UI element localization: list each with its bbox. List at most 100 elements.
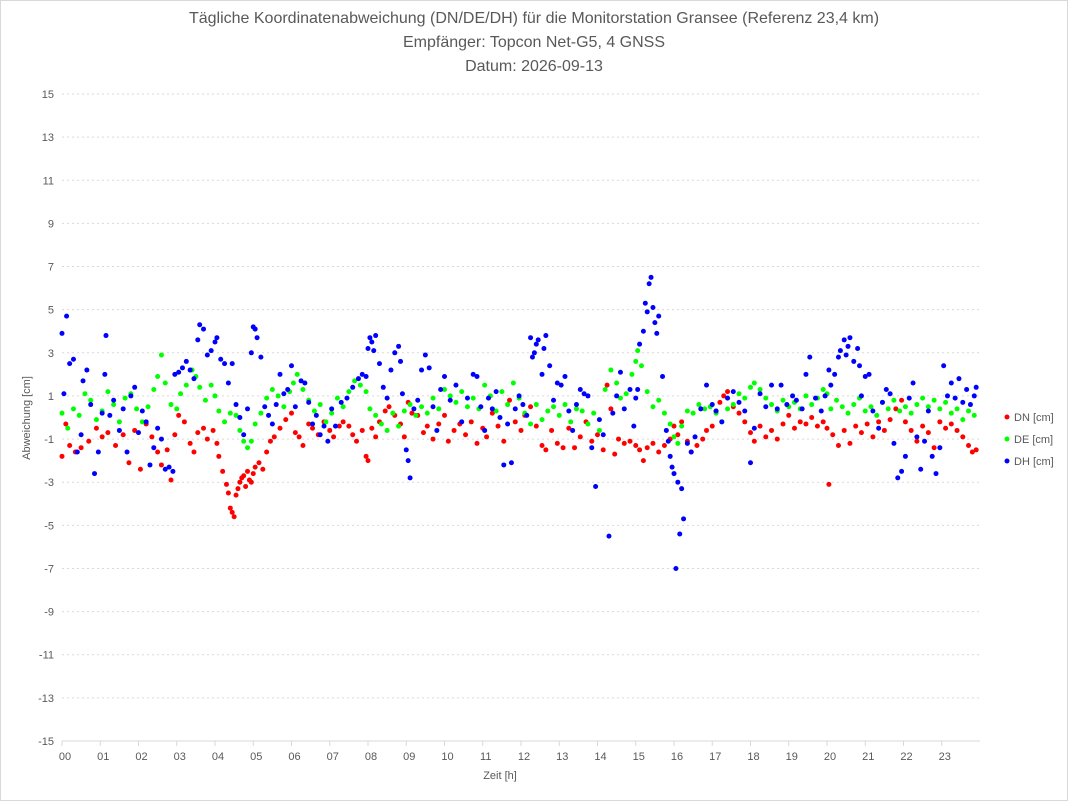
dh-point — [570, 427, 576, 433]
dh-point — [669, 464, 675, 470]
dh-point — [558, 382, 564, 388]
dh-point — [332, 423, 338, 429]
dn-point — [296, 434, 302, 440]
dh-point — [617, 369, 623, 375]
dh-point — [847, 335, 853, 341]
dh-point — [111, 397, 117, 403]
de-point — [897, 408, 903, 414]
dn-point — [289, 410, 294, 416]
de-point — [585, 421, 591, 427]
de-point — [690, 410, 696, 416]
de-point — [105, 389, 111, 395]
dh-point — [365, 345, 371, 351]
dh-point — [828, 382, 834, 388]
de-point — [725, 406, 731, 412]
x-tick-label: 07 — [327, 751, 339, 763]
de-point — [122, 395, 128, 401]
x-tick-label: 10 — [441, 751, 453, 763]
dn-point — [858, 430, 864, 436]
x-tick-label: 02 — [135, 751, 147, 763]
de-point — [931, 397, 937, 403]
dh-point — [95, 449, 101, 455]
de-point — [908, 410, 914, 416]
de-point — [623, 391, 629, 397]
dh-point — [273, 402, 279, 408]
dn-point — [300, 443, 306, 449]
dn-point — [704, 427, 710, 433]
dh-point — [248, 350, 254, 356]
dn-point — [243, 484, 249, 490]
dh-point — [774, 406, 780, 412]
dh-point — [214, 335, 220, 341]
dh-point — [258, 354, 264, 360]
dn-point — [709, 423, 715, 429]
dh-point — [539, 371, 545, 377]
dh-point — [338, 399, 344, 405]
dh-point — [396, 343, 402, 349]
x-tick-label: 14 — [594, 751, 606, 763]
dn-point — [63, 421, 69, 427]
dh-point — [373, 333, 379, 339]
dn-point — [113, 443, 119, 449]
dh-point — [478, 404, 484, 410]
de-point — [971, 412, 977, 418]
dh-point — [910, 380, 916, 386]
dh-point — [306, 399, 312, 405]
legend-marker-de — [1004, 436, 1010, 442]
dh-point — [493, 389, 499, 395]
dn-point — [420, 430, 426, 436]
dh-point — [166, 464, 172, 470]
x-tick-labels: 00 01 02 03 04 05 06 07 08 09 10 11 12 13 14 15 16 17 18 19… — [59, 741, 951, 763]
dh-point — [650, 305, 656, 311]
dh-point — [757, 391, 763, 397]
de-point — [730, 402, 736, 408]
dh-point — [614, 393, 620, 399]
dh-point — [520, 402, 526, 408]
dh-point — [887, 391, 893, 397]
de-point — [252, 421, 258, 427]
legend-marker-dh — [1004, 458, 1010, 464]
dn-point — [451, 427, 457, 433]
dh-point — [155, 425, 161, 431]
dn-point — [572, 445, 578, 451]
de-point — [340, 404, 346, 410]
dh-point — [778, 382, 784, 388]
de-point — [591, 410, 597, 416]
de-point — [828, 406, 834, 412]
dn-point — [954, 427, 960, 433]
dh-point — [566, 408, 572, 414]
dn-point — [554, 440, 560, 446]
dh-point — [237, 415, 243, 420]
dh-point — [742, 408, 748, 414]
dh-point — [621, 406, 627, 412]
dh-point — [713, 408, 719, 414]
de-point — [453, 399, 459, 405]
dn-point — [786, 412, 792, 418]
dh-point — [929, 453, 935, 459]
dh-point — [380, 384, 386, 390]
dh-point — [866, 371, 872, 377]
dh-point — [422, 352, 428, 358]
dh-point — [176, 369, 182, 375]
de-point — [158, 352, 164, 358]
dn-point — [736, 410, 742, 416]
dh-point — [562, 374, 568, 380]
de-point — [363, 389, 369, 395]
de-point — [510, 380, 516, 386]
dh-point — [763, 404, 769, 410]
de-point — [769, 402, 775, 408]
dh-point — [600, 432, 606, 438]
dh-point — [285, 386, 291, 392]
dn-point — [256, 460, 262, 466]
de-point — [551, 404, 557, 410]
dn-point — [512, 419, 518, 425]
dh-point — [593, 484, 599, 490]
dh-point — [883, 386, 889, 392]
dh-point — [855, 345, 861, 351]
dh-point — [843, 352, 849, 358]
dh-point — [474, 374, 480, 380]
dn-point — [679, 419, 685, 425]
de-point — [264, 395, 270, 401]
y-tick-labels: 15 13 11 9 7 5 3 1 -1 -3 -5 -7 -9 -11 -13 -15 — [38, 89, 54, 748]
